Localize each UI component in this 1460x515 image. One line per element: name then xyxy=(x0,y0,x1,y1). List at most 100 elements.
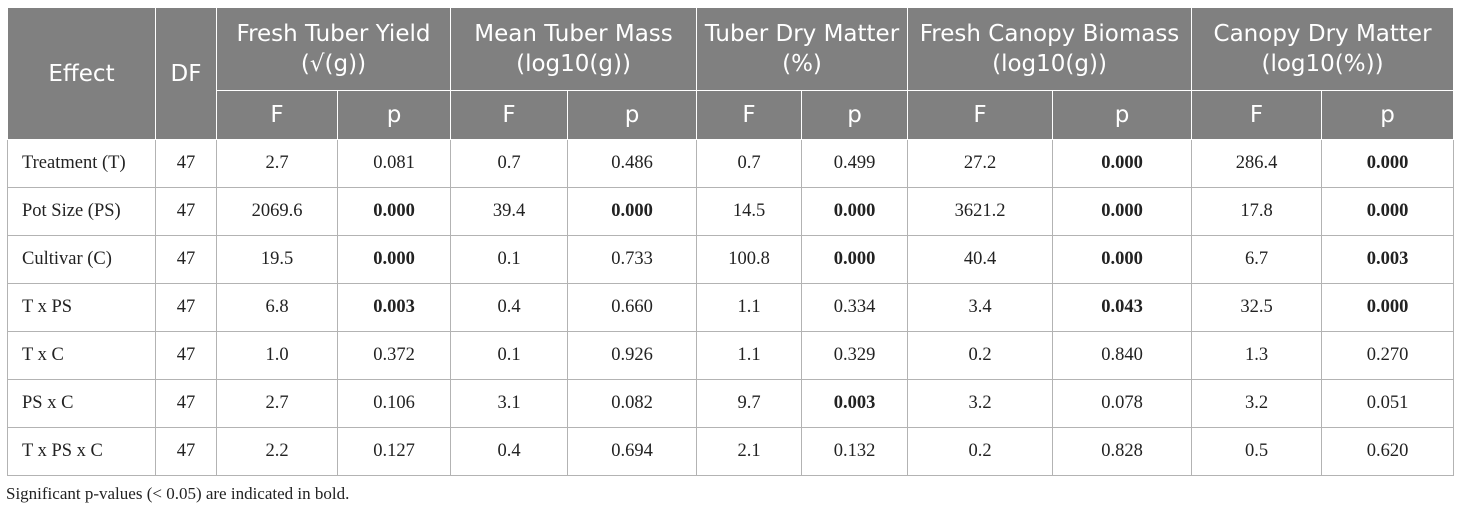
header-p: p xyxy=(1321,90,1455,140)
f-value-cell: 2.7 xyxy=(216,379,338,428)
effect-cell: Treatment (T) xyxy=(7,139,156,188)
p-value-cell: 0.828 xyxy=(1052,427,1193,476)
p-value-cell: 0.000 xyxy=(801,235,909,284)
f-value-cell: 2.7 xyxy=(216,139,338,188)
f-value-cell: 0.2 xyxy=(907,331,1054,380)
p-value-cell: 0.043 xyxy=(1052,283,1193,332)
f-value-cell: 3.1 xyxy=(450,379,568,428)
p-value-cell: 0.003 xyxy=(1321,235,1455,284)
f-value-cell: 19.5 xyxy=(216,235,338,284)
f-value-cell: 0.5 xyxy=(1191,427,1323,476)
p-value-cell: 0.127 xyxy=(337,427,451,476)
header-effect: Effect xyxy=(7,7,156,140)
header-f: F xyxy=(450,90,568,140)
df-cell: 47 xyxy=(155,139,217,188)
p-value-cell: 0.620 xyxy=(1321,427,1455,476)
f-value-cell: 3.2 xyxy=(1191,379,1323,428)
table-row: T x PS x C 47 2.2 0.127 0.4 0.694 2.1 0.132 0.2 0… xyxy=(7,427,1455,476)
f-value-cell: 0.4 xyxy=(450,427,568,476)
effect-cell: PS x C xyxy=(7,379,156,428)
df-cell: 47 xyxy=(155,235,217,284)
p-value-cell: 0.000 xyxy=(1321,283,1455,332)
f-value-cell: 6.7 xyxy=(1191,235,1323,284)
df-cell: 47 xyxy=(155,427,217,476)
header-p: p xyxy=(566,90,698,140)
p-value-cell: 0.000 xyxy=(337,235,451,284)
f-value-cell: 0.7 xyxy=(450,139,568,188)
f-value-cell: 3.4 xyxy=(907,283,1054,332)
table-row: T x C 47 1.0 0.372 0.1 0.926 1.1 0.329 0.2 0.840 1… xyxy=(7,331,1455,380)
f-value-cell: 0.4 xyxy=(450,283,568,332)
header-row-stats: F p F p F p F p F p xyxy=(8,90,1455,140)
table-row: T x PS 47 6.8 0.003 0.4 0.660 1.1 0.334 3.4 0.043… xyxy=(7,283,1455,332)
header-tuber-dry-matter: Tuber Dry Matter (%) xyxy=(696,7,909,91)
header-canopy-dry-matter: Canopy Dry Matter (log10(%)) xyxy=(1191,7,1455,91)
f-value-cell: 3.2 xyxy=(907,379,1054,428)
p-value-cell: 0.081 xyxy=(337,139,451,188)
p-value-cell: 0.000 xyxy=(1321,139,1455,188)
header-row-groups: Effect DF Fresh Tuber Yield (√(g)) Mean … xyxy=(7,7,1455,140)
p-value-cell: 0.000 xyxy=(1321,187,1455,236)
header-f: F xyxy=(1191,90,1323,140)
f-value-cell: 3621.2 xyxy=(907,187,1054,236)
p-value-cell: 0.082 xyxy=(566,379,698,428)
f-value-cell: 1.1 xyxy=(696,283,803,332)
f-value-cell: 27.2 xyxy=(907,139,1054,188)
f-value-cell: 2.2 xyxy=(216,427,338,476)
f-value-cell: 1.3 xyxy=(1191,331,1323,380)
header-fresh-canopy-biomass: Fresh Canopy Biomass (log10(g)) xyxy=(907,7,1193,91)
f-value-cell: 39.4 xyxy=(450,187,568,236)
f-value-cell: 0.2 xyxy=(907,427,1054,476)
table-footnote: Significant p-values (< 0.05) are indica… xyxy=(6,484,350,503)
f-value-cell: 14.5 xyxy=(696,187,803,236)
header-f: F xyxy=(696,90,803,140)
p-value-cell: 0.000 xyxy=(801,187,909,236)
p-value-cell: 0.000 xyxy=(566,187,698,236)
header-f: F xyxy=(907,90,1054,140)
p-value-cell: 0.106 xyxy=(337,379,451,428)
p-value-cell: 0.000 xyxy=(337,187,451,236)
f-value-cell: 286.4 xyxy=(1191,139,1323,188)
table-row: Cultivar (C) 47 19.5 0.000 0.1 0.733 100.8 0.00… xyxy=(7,235,1455,284)
p-value-cell: 0.660 xyxy=(566,283,698,332)
p-value-cell: 0.051 xyxy=(1321,379,1455,428)
f-value-cell: 17.8 xyxy=(1191,187,1323,236)
df-cell: 47 xyxy=(155,283,217,332)
p-value-cell: 0.840 xyxy=(1052,331,1193,380)
effect-cell: T x PS x C xyxy=(7,427,156,476)
p-value-cell: 0.132 xyxy=(801,427,909,476)
f-value-cell: 100.8 xyxy=(696,235,803,284)
p-value-cell: 0.078 xyxy=(1052,379,1193,428)
p-value-cell: 0.694 xyxy=(566,427,698,476)
df-cell: 47 xyxy=(155,187,217,236)
table-row: PS x C 47 2.7 0.106 3.1 0.082 9.7 0.003 3.2 0.078… xyxy=(7,379,1455,428)
effect-cell: Pot Size (PS) xyxy=(7,187,156,236)
p-value-cell: 0.334 xyxy=(801,283,909,332)
header-p: p xyxy=(801,90,909,140)
table-body: Treatment (T) 47 2.7 0.081 0.7 0.486 0.7 0.499 2… xyxy=(7,139,1455,476)
f-value-cell: 1.0 xyxy=(216,331,338,380)
table-row: Treatment (T) 47 2.7 0.081 0.7 0.486 0.7 0.499 2… xyxy=(7,139,1455,188)
header-p: p xyxy=(1052,90,1193,140)
p-value-cell: 0.486 xyxy=(566,139,698,188)
p-value-cell: 0.733 xyxy=(566,235,698,284)
header-p: p xyxy=(337,90,451,140)
effect-cell: T x C xyxy=(7,331,156,380)
f-value-cell: 0.1 xyxy=(450,235,568,284)
p-value-cell: 0.499 xyxy=(801,139,909,188)
p-value-cell: 0.372 xyxy=(337,331,451,380)
p-value-cell: 0.329 xyxy=(801,331,909,380)
f-value-cell: 0.1 xyxy=(450,331,568,380)
f-value-cell: 6.8 xyxy=(216,283,338,332)
header-fresh-tuber-yield: Fresh Tuber Yield (√(g)) xyxy=(216,7,451,91)
p-value-cell: 0.003 xyxy=(801,379,909,428)
anova-table: Effect DF Fresh Tuber Yield (√(g)) Mean … xyxy=(7,7,1455,476)
p-value-cell: 0.000 xyxy=(1052,235,1193,284)
f-value-cell: 9.7 xyxy=(696,379,803,428)
header-mean-tuber-mass: Mean Tuber Mass (log10(g)) xyxy=(449,7,698,91)
p-value-cell: 0.000 xyxy=(1052,187,1193,236)
header-f: F xyxy=(216,90,338,140)
f-value-cell: 2069.6 xyxy=(216,187,338,236)
df-cell: 47 xyxy=(155,379,217,428)
header-df: DF xyxy=(155,7,217,140)
